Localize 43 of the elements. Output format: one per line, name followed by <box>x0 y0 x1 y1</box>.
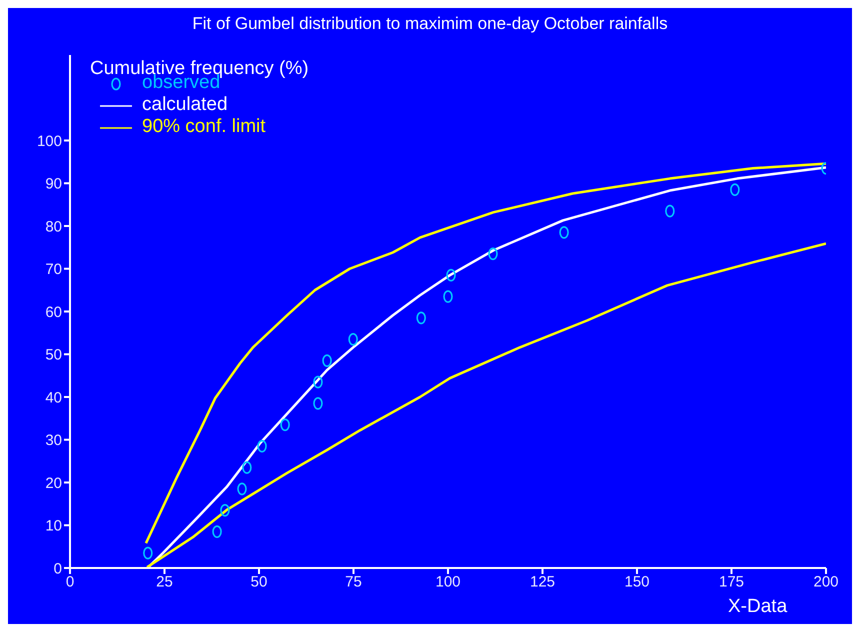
point <box>220 504 230 517</box>
legend-label: 90% conf. limit <box>142 116 266 138</box>
point <box>446 268 456 282</box>
point <box>322 354 332 367</box>
x-tick-label: 100 <box>435 574 461 591</box>
y-tick-label: 90 <box>45 176 62 193</box>
legend-label: calculated <box>142 94 228 116</box>
point <box>212 525 222 538</box>
x-tick-label: 175 <box>718 574 744 591</box>
point <box>488 247 498 260</box>
point <box>313 376 323 388</box>
y-tick-label: 10 <box>45 518 62 535</box>
x-tick-label: 200 <box>813 574 839 591</box>
point <box>242 461 252 474</box>
y-tick-label: 30 <box>45 432 62 450</box>
y-tick-label: 70 <box>45 261 62 278</box>
point <box>730 183 740 196</box>
y-tick-label: 20 <box>45 474 62 492</box>
x-tick-label: 125 <box>530 574 556 591</box>
point <box>665 204 675 218</box>
y-tick-label: 40 <box>45 389 62 406</box>
line-series <box>146 242 826 568</box>
x-axis-title: X-Data <box>728 596 788 618</box>
point <box>257 440 267 452</box>
point <box>416 312 426 324</box>
y-tick-label: 60 <box>45 304 62 321</box>
x-tick-label: 75 <box>345 574 362 591</box>
y-tick-label: 0 <box>54 560 62 578</box>
chart-title: Fit of Gumbel distribution to maximim one-day October rainfalls <box>191 14 669 34</box>
y-tick-label: 100 <box>36 132 62 150</box>
y-tick-label: 50 <box>45 346 62 364</box>
point <box>443 290 453 303</box>
x-tick-label: 50 <box>250 574 268 591</box>
point <box>280 418 290 432</box>
x-tick-label: 25 <box>156 574 173 591</box>
point <box>143 546 153 560</box>
y-tick-label: 80 <box>45 218 62 236</box>
x-tick-label: 0 <box>66 574 74 591</box>
point <box>237 482 247 496</box>
point <box>559 226 569 239</box>
point <box>313 397 323 410</box>
x-tick-label: 150 <box>624 574 650 591</box>
point <box>348 332 358 346</box>
